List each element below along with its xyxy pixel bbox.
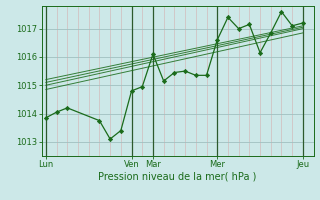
X-axis label: Pression niveau de la mer( hPa ): Pression niveau de la mer( hPa ) xyxy=(99,172,257,182)
